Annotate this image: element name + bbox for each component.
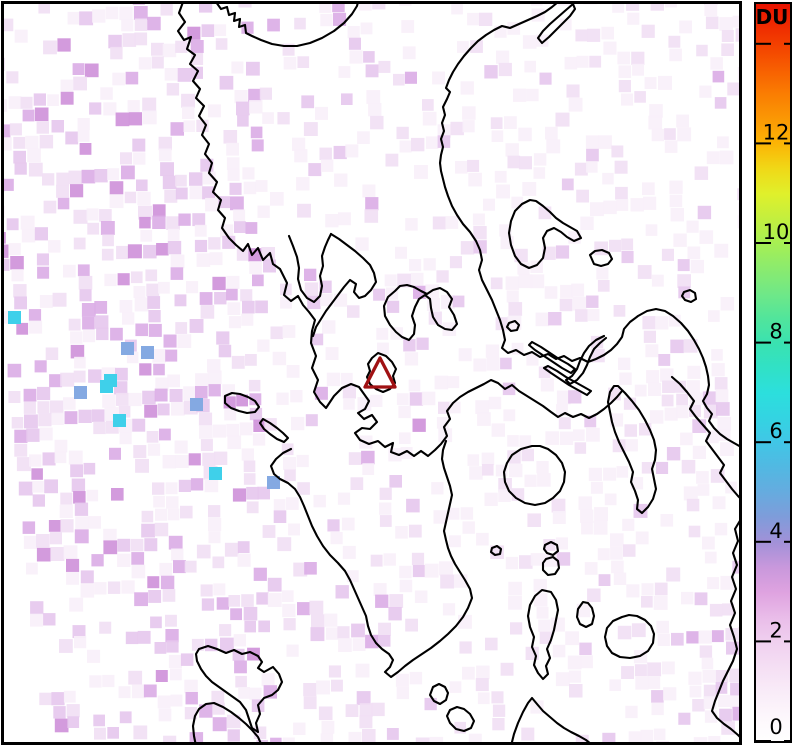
coast-bottom-center [510,696,592,743]
island-round [502,444,567,507]
colorbar-frame [754,2,792,743]
blue-pixel [121,342,134,355]
island-arm [606,384,658,515]
island-nw-1 [223,391,261,415]
colorbar-tick-label: 0 [769,715,782,739]
island-blob [603,613,656,660]
cyan-pixel [100,380,113,393]
blue-pixel [190,398,203,411]
islet-1 [542,540,560,557]
colorbar-tick-label: 8 [769,320,782,344]
islet-head [680,288,698,304]
coast-se-strip [710,517,741,740]
island-bottom-2 [445,705,476,733]
island-bottom-1 [428,682,450,706]
coast-se-channel [670,375,741,501]
volcano-triangle-marker [363,356,397,389]
blue-pixel [141,346,154,359]
satellite-data-pixel-overlay [3,3,741,743]
island-nw-2 [258,417,290,444]
island-sliver-2 [542,364,593,397]
islet-3 [489,544,503,557]
islet-2 [541,555,561,577]
map-frame [1,1,742,745]
cyan-pixel [209,467,222,480]
island-sliver-1 [527,340,577,375]
colorbar-tick-label: 6 [769,419,782,443]
coast-sw-landmass [269,439,474,679]
colorbar-gradient [755,3,791,742]
colorbar: 0 2 4 6 8 10 12 DU [754,2,792,743]
colorbar-tick-label: 10 [763,220,790,244]
coastlines-layer [176,3,741,743]
islet-4 [505,319,521,333]
island-volcano [365,351,398,394]
coast-u-bay [287,232,333,304]
island-thin-vertical [526,588,560,681]
inland-lake [507,198,583,270]
cyan-pixel [8,311,21,324]
blue-pixel [74,386,87,399]
colorbar-tick-label: 2 [769,618,782,642]
island-two-lobe [382,283,459,342]
island-bean [575,600,596,629]
colorbar-tick-label: 12 [763,120,790,144]
blue-pixel [267,476,280,489]
peninsula-hook [564,334,608,386]
cyan-pixel [113,414,126,427]
colorbar-tick-label: 4 [769,519,782,543]
coast-ne-mainland [438,3,741,449]
colorbar-ticks: 0 2 4 6 8 10 12 [755,42,791,742]
island-top-spit [536,3,577,45]
small-lake [588,248,614,268]
coast-cape-spur [311,232,378,338]
colorbar-unit-label: DU [756,5,789,29]
coast-lagoon-arc [215,3,359,48]
island-bl-bottom [191,701,262,743]
coast-nw-mainland [176,3,624,458]
island-bl-jagged [194,644,284,734]
